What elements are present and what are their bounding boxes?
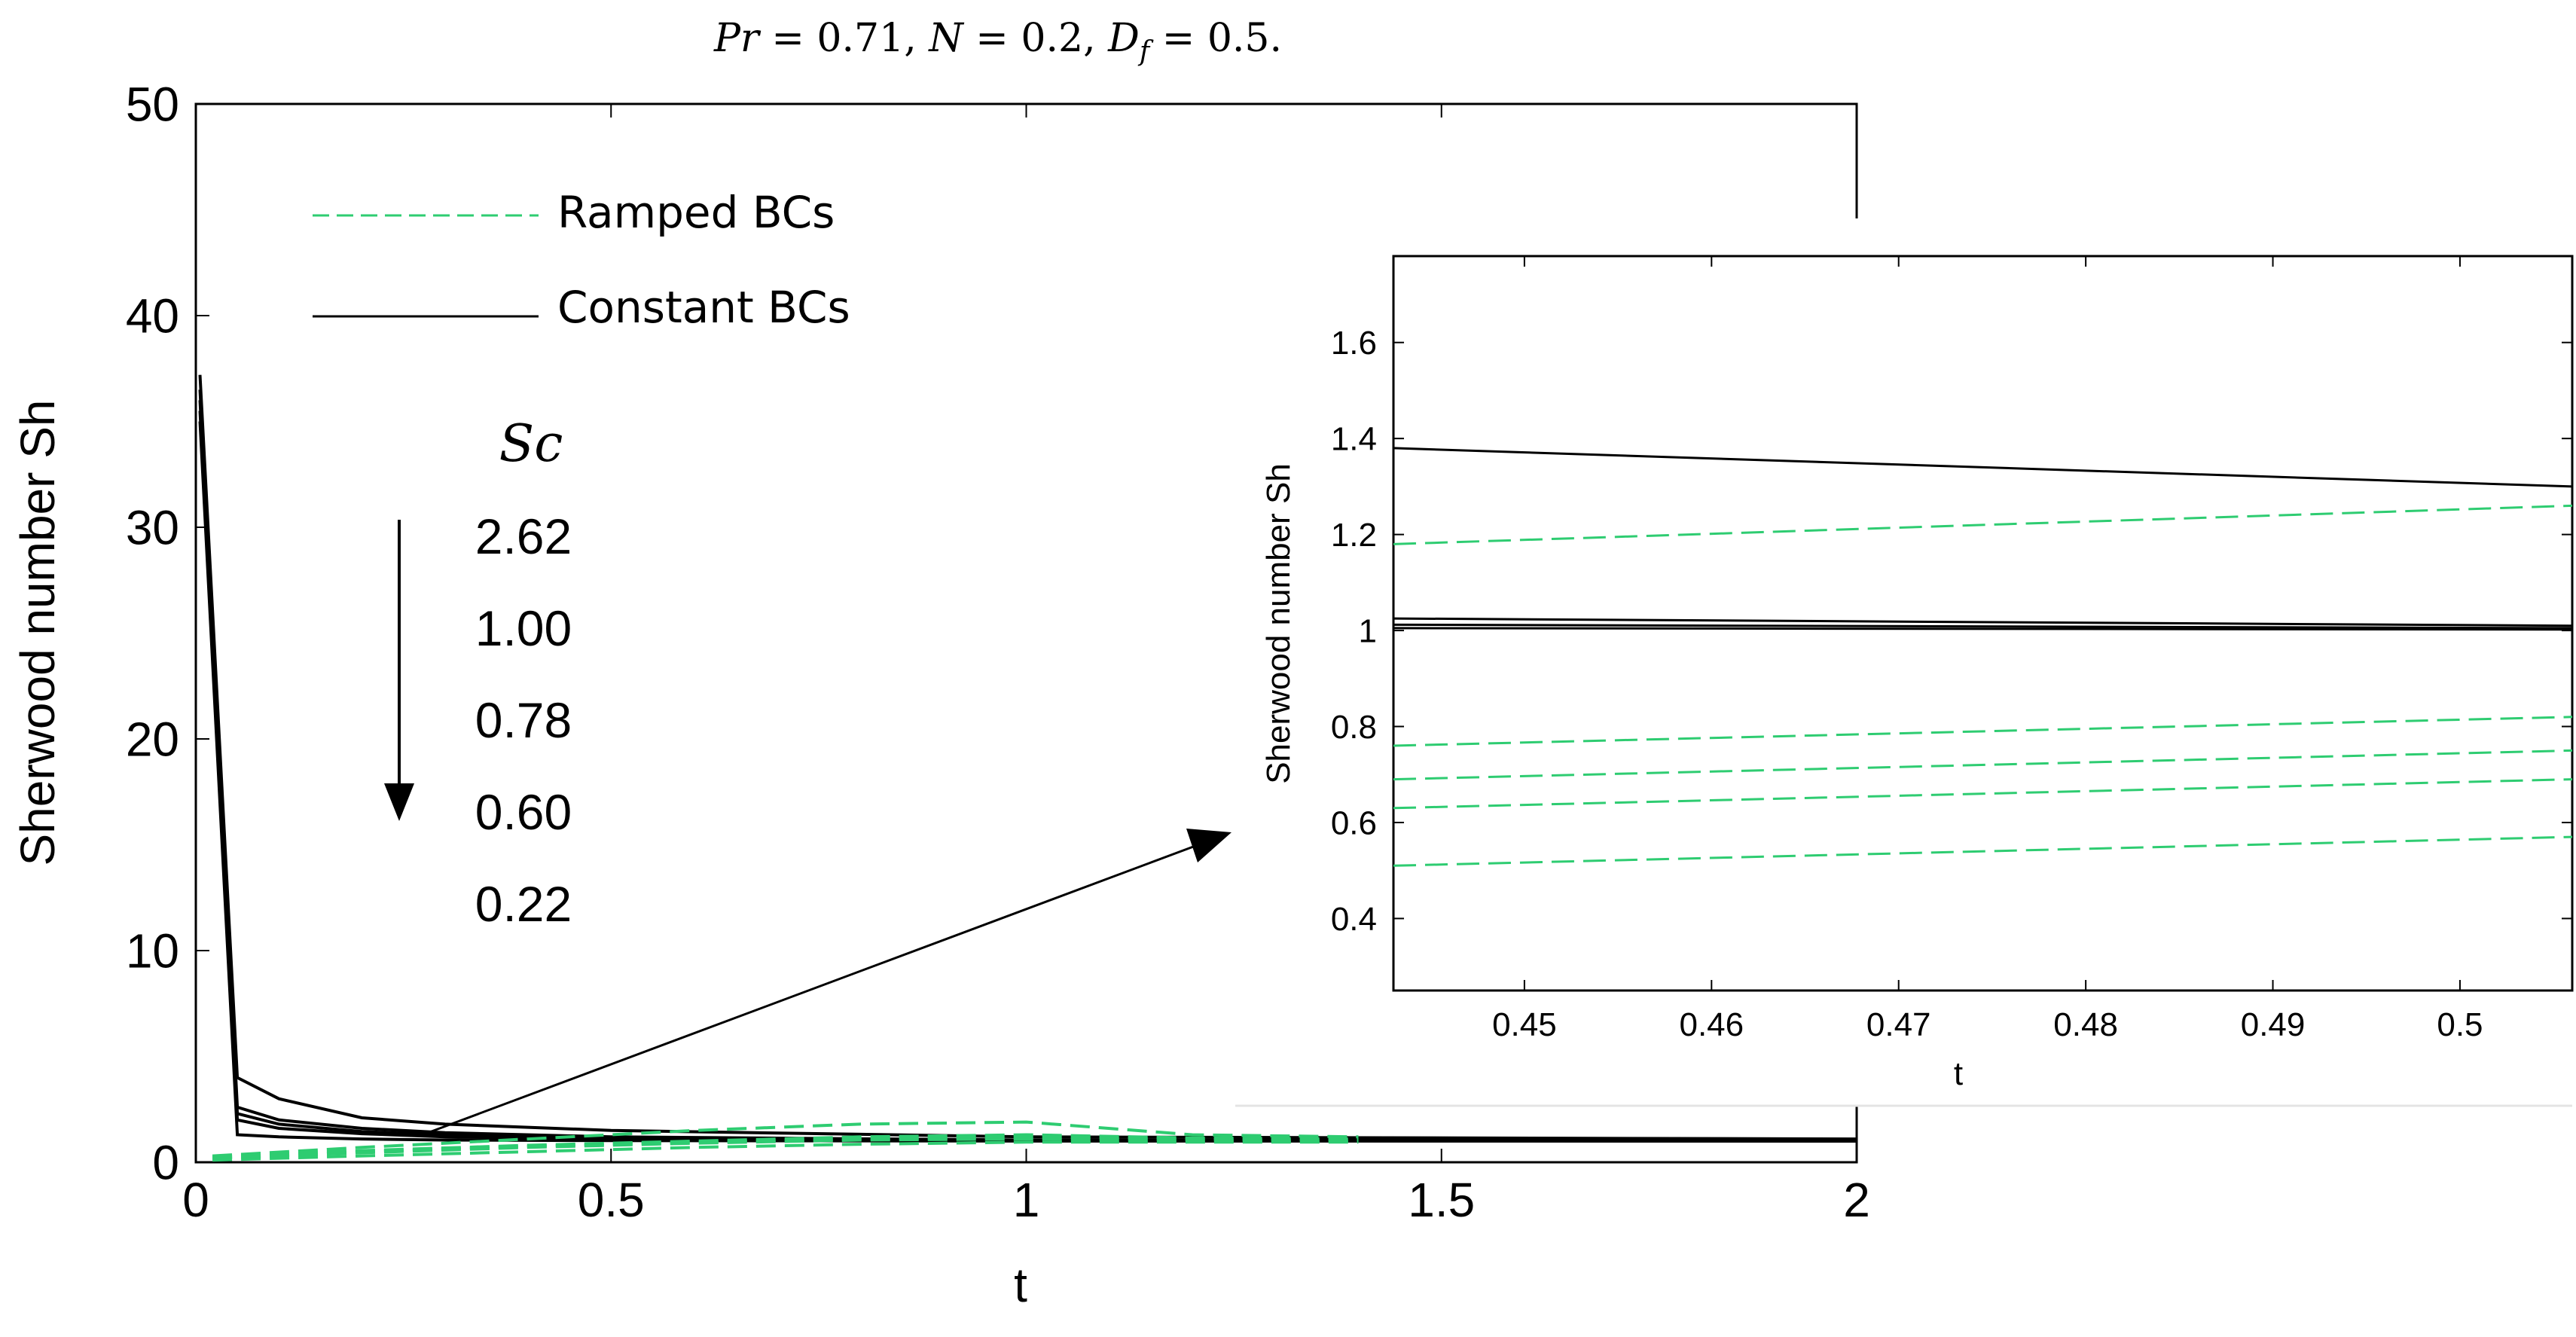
y-tick-label: 1.6 — [1331, 325, 1377, 362]
sc-arrow-head — [384, 783, 414, 821]
zoom-arrow — [425, 829, 1232, 1135]
series-line — [1393, 504, 2573, 545]
series-line — [1393, 627, 2573, 631]
series-line — [1393, 749, 2573, 781]
main-series-group — [198, 374, 1857, 1162]
chart-title: Pr = 0.71, N = 0.2, Df = 0.5. — [713, 16, 1282, 67]
x-tick-label: 1 — [1013, 1173, 1040, 1227]
x-tick-label: 0.5 — [578, 1173, 645, 1227]
sc-value-2: 1.00 — [475, 600, 572, 656]
y-tick-label: 1.4 — [1331, 421, 1377, 458]
y-tick-label: 0 — [152, 1135, 179, 1189]
x-tick-label: 1.5 — [1408, 1173, 1475, 1227]
y-tick-label: 0.4 — [1331, 901, 1377, 938]
zoom-arrow-line — [425, 842, 1202, 1135]
sc-param-label: Sc — [499, 414, 563, 474]
y-tick-label: 0.8 — [1331, 709, 1377, 746]
y-tick-label: 10 — [126, 923, 179, 978]
x-tick-label: 0.46 — [1679, 1006, 1744, 1043]
legend-constant-label: Constant BCs — [557, 282, 850, 333]
title-part: = 0.71, — [759, 16, 929, 61]
zoom-arrow-head — [1186, 829, 1232, 862]
y-tick-label: 50 — [126, 77, 179, 131]
y-tick-label: 40 — [126, 288, 179, 343]
inset-y-axis-label: Sherwood number Sh — [1260, 463, 1297, 784]
series-line — [1393, 778, 2573, 810]
sc-value-1: 2.62 — [475, 508, 572, 564]
legend: Ramped BCs Constant BCs — [313, 187, 850, 333]
series-line — [1393, 617, 2573, 627]
inset-plot-frame — [1392, 255, 2574, 992]
title-part: N — [927, 16, 964, 61]
x-tick-label: 0 — [182, 1173, 209, 1227]
main-x-axis-label: t — [1014, 1258, 1027, 1312]
inset-x-axis-label: t — [1954, 1055, 1963, 1092]
x-tick-label: 0.47 — [1866, 1006, 1931, 1043]
title-part: D — [1107, 16, 1140, 61]
y-tick-label: 20 — [126, 712, 179, 766]
series-line — [212, 1120, 1359, 1158]
series-line — [1393, 716, 2573, 747]
series-line — [1393, 835, 2573, 867]
series-line — [1393, 623, 2573, 630]
sc-value-5: 0.22 — [475, 876, 572, 932]
main-y-axis-label: Sherwood number Sh — [11, 399, 65, 865]
x-tick-label: 0.45 — [1492, 1006, 1557, 1043]
sc-value-3: 0.78 — [475, 692, 572, 748]
series-line — [198, 421, 1857, 1143]
sc-annotation: Sc 2.62 1.00 0.78 0.60 0.22 — [384, 414, 572, 932]
legend-ramped-label: Ramped BCs — [557, 187, 835, 238]
title-part: = 0.5. — [1149, 16, 1282, 61]
x-tick-label: 0.5 — [2437, 1006, 2483, 1043]
x-tick-label: 2 — [1843, 1173, 1870, 1227]
inset-axis-ticks: 0.45 0.46 0.47 0.48 0.49 0.5 0.4 0.6 0.8 1 1.2 1.4 1… — [1331, 256, 2572, 1043]
y-tick-label: 30 — [126, 500, 179, 554]
y-tick-label: 1 — [1359, 612, 1377, 649]
title-part: = 0.2, — [963, 16, 1108, 61]
sc-value-4: 0.60 — [475, 784, 572, 840]
series-line — [212, 1137, 1359, 1160]
y-tick-label: 0.6 — [1331, 804, 1377, 841]
inset-series-group — [1393, 447, 2573, 867]
x-tick-label: 0.49 — [2241, 1006, 2306, 1043]
inset-plot: 0.45 0.46 0.47 0.48 0.49 0.5 0.4 0.6 0.8 1 1.2 1.4 1… — [1260, 255, 2574, 1092]
y-tick-label: 1.2 — [1331, 517, 1377, 554]
x-tick-label: 0.48 — [2053, 1006, 2118, 1043]
series-line — [1393, 447, 2573, 488]
title-part: Pr — [713, 16, 762, 61]
series-line — [212, 1140, 1359, 1162]
